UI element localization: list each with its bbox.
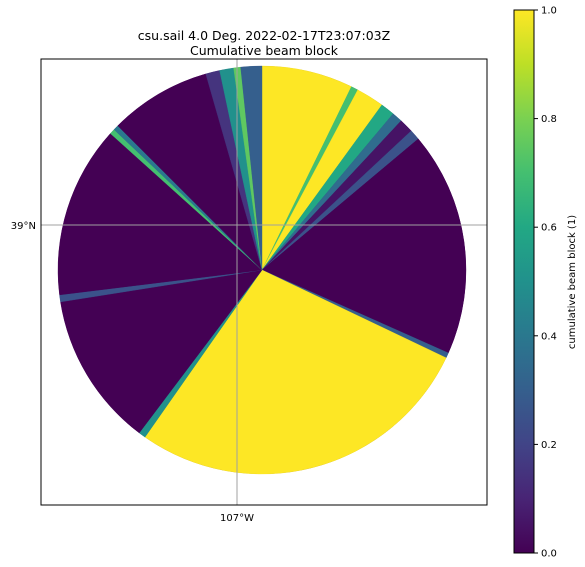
beam-block-sector [240,65,263,271]
y-tick-label: 39°N [11,221,36,232]
x-tick-label: 107°W [220,513,254,524]
plot-frame [40,58,488,506]
chart-subtitle: Cumulative beam block [190,43,338,58]
chart-title: csu.sail 4.0 Deg. 2022-02-17T23:07:03Z [137,28,391,43]
colorbar [513,9,535,554]
beam-block-map [57,65,467,475]
colorbar-label: cumulative beam block (1) [567,215,578,349]
colorbar-tick-label: 0.4 [541,331,557,342]
beam-block-sector [60,269,263,434]
colorbar-tick-label: 0.8 [541,114,557,125]
colorbar-ticks: 0.0 0.2 0.4 0.6 0.8 1.0 [534,6,557,560]
colorbar-tick-label: 0.0 [541,549,557,560]
beam-block-sector [57,133,263,296]
colorbar-tick-label: 0.6 [541,223,557,234]
beam-block-sector [144,269,447,475]
beam-block-sector [261,138,467,354]
colorbar-tick-label: 1.0 [541,6,557,17]
beam-block-sector [117,73,263,271]
colorbar-tick-label: 0.2 [541,440,557,451]
